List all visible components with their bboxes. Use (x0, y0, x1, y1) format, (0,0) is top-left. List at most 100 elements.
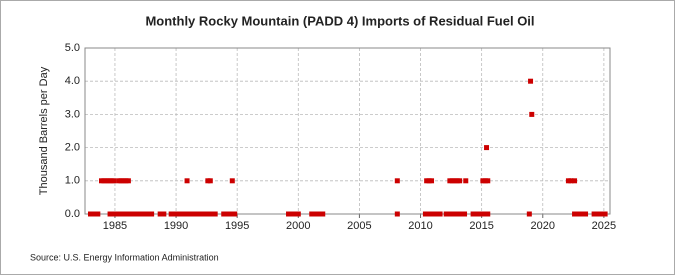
point (190, 211, 196, 217)
point (184, 178, 190, 184)
point (426, 211, 432, 217)
point (161, 211, 167, 217)
point (458, 211, 464, 217)
y-tick-label: 5.0 (65, 42, 80, 54)
y-tick-label: 1.0 (65, 175, 80, 187)
point (481, 211, 487, 217)
point (598, 211, 604, 217)
point (114, 211, 120, 217)
point (462, 211, 468, 217)
point (477, 211, 483, 217)
point (209, 211, 215, 217)
x-tick-label: 1985 (103, 220, 127, 232)
x-tick-label: 2020 (531, 220, 555, 232)
point (451, 211, 457, 217)
point (179, 211, 185, 217)
point (187, 211, 193, 217)
point (485, 211, 491, 217)
point (575, 211, 581, 217)
point (454, 211, 460, 217)
point (168, 211, 174, 217)
point (463, 178, 469, 184)
point (429, 178, 435, 184)
point (572, 211, 578, 217)
point (129, 211, 135, 217)
point (474, 211, 480, 217)
point (568, 178, 574, 184)
y-tick-label: 2.0 (65, 142, 80, 154)
point (286, 211, 292, 217)
point (591, 211, 597, 217)
point (134, 211, 140, 217)
point (394, 211, 400, 217)
plot-border (84, 47, 611, 215)
point (221, 211, 227, 217)
point (430, 211, 436, 217)
point (595, 211, 601, 217)
point (320, 211, 326, 217)
point (470, 211, 476, 217)
x-tick-label: 1990 (164, 220, 188, 232)
point (309, 211, 315, 217)
y-tick-label: 3.0 (65, 108, 80, 120)
y-tick-label: 4.0 (65, 75, 80, 87)
point (312, 211, 318, 217)
y-axis-label: Thousand Barrels per Day (38, 66, 50, 195)
point (583, 211, 589, 217)
point (118, 211, 124, 217)
point (224, 211, 230, 217)
point (447, 211, 453, 217)
point (183, 211, 189, 217)
point (229, 178, 235, 184)
point (485, 178, 491, 184)
point (228, 211, 234, 217)
point (88, 211, 94, 217)
x-tick-label: 1995 (225, 220, 249, 232)
point (437, 211, 443, 217)
point (205, 211, 211, 217)
point (176, 211, 182, 217)
point (529, 111, 535, 117)
point (207, 178, 213, 184)
point (443, 211, 449, 217)
point (422, 211, 428, 217)
point (394, 178, 400, 184)
point (194, 211, 200, 217)
x-tick-label: 2015 (469, 220, 493, 232)
y-tick-label: 0.0 (65, 208, 80, 220)
point (484, 145, 490, 151)
point (95, 211, 101, 217)
point (572, 178, 578, 184)
x-tick-label: 2025 (592, 220, 616, 232)
point (201, 211, 207, 217)
point (111, 211, 117, 217)
point (138, 211, 144, 217)
point (316, 211, 322, 217)
point (289, 211, 295, 217)
point (141, 211, 147, 217)
point (145, 211, 151, 217)
point (149, 211, 155, 217)
point (433, 211, 439, 217)
x-tick-label: 2000 (286, 220, 310, 232)
point (526, 211, 532, 217)
point (111, 178, 117, 184)
point (198, 211, 204, 217)
point (125, 178, 131, 184)
point (125, 211, 131, 217)
point (457, 178, 463, 184)
point (107, 211, 113, 217)
point (528, 78, 534, 84)
point (295, 211, 301, 217)
point (579, 211, 585, 217)
x-tick-label: 2005 (347, 220, 371, 232)
chart-title: Monthly Rocky Mountain (PADD 4) Imports … (145, 13, 534, 28)
point (172, 211, 178, 217)
point (122, 211, 128, 217)
x-tick-label: 2010 (408, 220, 432, 232)
point (91, 211, 97, 217)
source: Source: U.S. Energy Information Administ… (30, 252, 219, 262)
point (232, 211, 238, 217)
